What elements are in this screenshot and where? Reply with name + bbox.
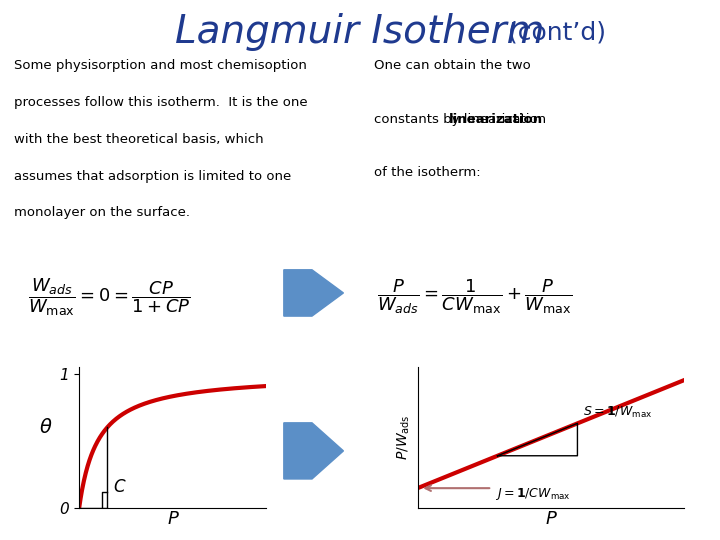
Text: processes follow this isotherm.  It is the one: processes follow this isotherm. It is th… xyxy=(14,96,308,109)
Text: $S = \mathbf{1}/W_{\rm max}$: $S = \mathbf{1}/W_{\rm max}$ xyxy=(582,405,652,420)
Text: of the isotherm:: of the isotherm: xyxy=(374,166,481,179)
Text: C: C xyxy=(113,477,125,496)
FancyArrow shape xyxy=(284,423,343,479)
Text: Some physisorption and most chemisoption: Some physisorption and most chemisoption xyxy=(14,59,307,72)
Text: Langmuir Isotherm: Langmuir Isotherm xyxy=(175,14,545,51)
Text: $\dfrac{P}{W_{ads}} = \dfrac{1}{CW_{\max}} + \dfrac{P}{W_{\max}}$: $\dfrac{P}{W_{ads}} = \dfrac{1}{CW_{\max… xyxy=(377,278,572,316)
Text: (cont’d): (cont’d) xyxy=(500,21,606,44)
Text: assumes that adsorption is limited to one: assumes that adsorption is limited to on… xyxy=(14,170,292,183)
Text: $\dfrac{W_{ads}}{W_{\max}} = 0 = \dfrac{CP}{1+CP}$: $\dfrac{W_{ads}}{W_{\max}} = 0 = \dfrac{… xyxy=(28,276,190,318)
Y-axis label: θ: θ xyxy=(40,418,52,437)
Text: constants by linearization: constants by linearization xyxy=(374,113,546,126)
Text: monolayer on the surface.: monolayer on the surface. xyxy=(14,206,190,219)
Text: with the best theoretical basis, which: with the best theoretical basis, which xyxy=(14,133,264,146)
Y-axis label: $P/W_{\rm ads}$: $P/W_{\rm ads}$ xyxy=(396,415,412,460)
Text: One can obtain the two: One can obtain the two xyxy=(374,59,531,72)
Text: linearization: linearization xyxy=(449,113,543,126)
Text: $J = \mathbf{1}/CW_{\rm max}$: $J = \mathbf{1}/CW_{\rm max}$ xyxy=(495,486,571,502)
FancyArrow shape xyxy=(284,270,343,316)
X-axis label: P: P xyxy=(167,510,179,528)
X-axis label: P: P xyxy=(545,510,557,528)
